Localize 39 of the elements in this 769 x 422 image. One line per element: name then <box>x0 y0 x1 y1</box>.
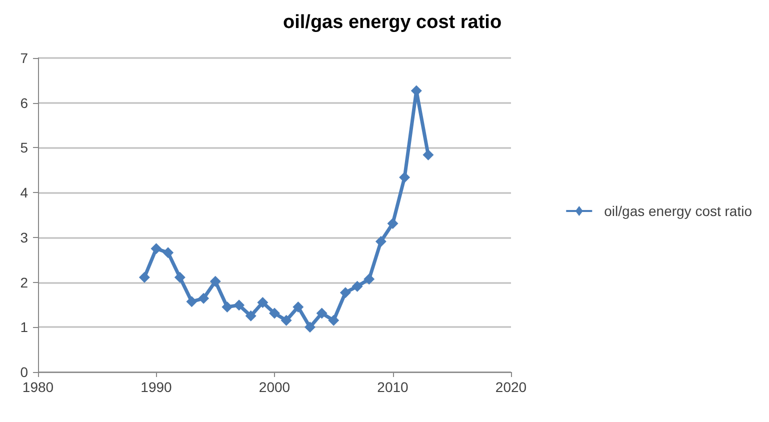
point <box>138 272 150 283</box>
point <box>269 308 280 319</box>
y-tick-label: 1 <box>20 319 28 336</box>
chart-title: oil/gas energy cost ratio <box>283 12 502 33</box>
y-tick-label: 2 <box>20 274 28 290</box>
point <box>340 287 351 298</box>
y-tick-label: 0 <box>20 364 28 380</box>
point <box>222 301 233 312</box>
point <box>245 310 256 322</box>
point <box>198 292 210 304</box>
point <box>174 272 186 283</box>
point <box>304 322 316 333</box>
y-tick-label: 6 <box>20 94 28 111</box>
point <box>328 314 340 326</box>
x-tick-label: 1990 <box>140 379 172 395</box>
legend-label: oil/gas energy cost ratio <box>604 203 752 219</box>
point <box>422 149 434 160</box>
point <box>292 301 304 312</box>
x-tick-label: 2010 <box>377 379 409 395</box>
point <box>364 274 375 285</box>
point <box>210 276 221 287</box>
y-tick-label: 4 <box>20 184 28 201</box>
point <box>257 296 268 308</box>
point <box>280 314 292 326</box>
y-tick-label: 3 <box>20 229 28 246</box>
point <box>234 300 245 311</box>
y-tick-label: 7 <box>20 50 28 66</box>
point <box>186 296 198 308</box>
point <box>387 218 398 230</box>
y-tick-label: 5 <box>20 140 28 156</box>
point <box>316 308 328 319</box>
point <box>375 236 386 247</box>
x-tick-label: 2020 <box>495 379 527 395</box>
point <box>399 172 410 183</box>
point <box>352 280 363 292</box>
x-tick-label: 2000 <box>258 379 290 395</box>
point <box>162 247 174 258</box>
point <box>150 243 162 254</box>
x-tick-label: 1980 <box>22 379 54 395</box>
